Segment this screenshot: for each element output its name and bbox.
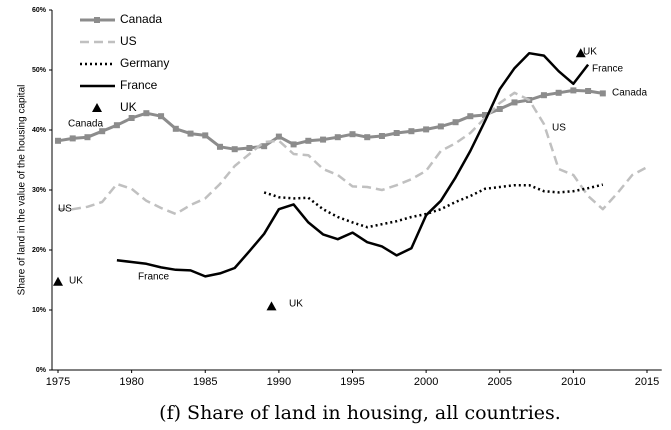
- point: [55, 137, 61, 144]
- x-tick-label: 2015: [635, 376, 659, 388]
- point: [290, 141, 297, 148]
- annotation: US: [58, 204, 72, 215]
- point: [511, 99, 518, 106]
- legend-marker: [94, 17, 100, 23]
- point: [575, 48, 586, 58]
- legend-label: Germany: [120, 56, 169, 70]
- point: [570, 87, 577, 94]
- point: [305, 137, 312, 144]
- point: [216, 143, 223, 150]
- point: [364, 134, 371, 141]
- point: [320, 136, 327, 143]
- annotation: US: [552, 123, 566, 134]
- line: [57, 88, 604, 151]
- y-tick-label: 60%: [32, 7, 47, 14]
- point: [53, 276, 63, 286]
- y-tick-label: 50%: [32, 67, 47, 74]
- annotation: France: [138, 272, 170, 283]
- annotation: Canada: [612, 88, 647, 99]
- point: [172, 125, 179, 132]
- point: [378, 133, 385, 139]
- point: [599, 90, 606, 97]
- x-tick-label: 1980: [119, 376, 143, 388]
- point: [113, 122, 120, 129]
- point: [187, 130, 194, 137]
- point: [585, 88, 592, 94]
- x-tick-label: 2010: [561, 376, 585, 388]
- point: [275, 133, 282, 140]
- point: [496, 106, 503, 112]
- legend-label: US: [120, 34, 137, 48]
- x-tick-label: 2005: [488, 376, 512, 388]
- annotation: UK: [289, 299, 303, 310]
- point: [246, 145, 253, 151]
- x-tick-label: 2000: [414, 376, 438, 388]
- point: [69, 135, 76, 142]
- y-tick-label: 10%: [32, 307, 47, 314]
- point: [261, 143, 268, 150]
- point: [437, 123, 444, 130]
- y-tick-label: 40%: [32, 127, 47, 134]
- y-tick-label: 0%: [36, 367, 47, 374]
- point: [467, 113, 474, 120]
- point: [202, 132, 209, 139]
- line: [58, 91, 648, 216]
- annotation: Canada: [68, 119, 103, 130]
- point: [143, 110, 150, 117]
- annotation: France: [592, 64, 624, 75]
- point: [231, 146, 238, 153]
- point: [349, 131, 356, 138]
- point: [99, 128, 106, 135]
- y-tick-label: 30%: [32, 187, 47, 194]
- line: [116, 51, 590, 278]
- legend-marker: [92, 103, 102, 112]
- point: [555, 89, 562, 96]
- annotation: UK: [583, 47, 597, 58]
- point: [84, 134, 91, 141]
- point: [540, 92, 547, 99]
- annotation: UK: [69, 276, 83, 287]
- caption: (f) Share of land in housing, all countr…: [159, 402, 561, 424]
- point: [158, 113, 165, 120]
- point: [334, 134, 341, 141]
- point: [266, 301, 277, 311]
- point: [128, 115, 135, 121]
- x-tick-label: 1985: [193, 376, 217, 388]
- y-axis-label: Share of land in the value of the housin…: [17, 85, 28, 296]
- legend-label: UK: [120, 100, 137, 114]
- x-tick-label: 1995: [340, 376, 364, 388]
- y-tick-label: 20%: [32, 247, 47, 254]
- x-tick-label: 1975: [46, 376, 70, 388]
- legend-label: France: [120, 78, 158, 92]
- point: [393, 130, 400, 136]
- x-tick-label: 1990: [267, 376, 291, 388]
- point: [452, 119, 459, 126]
- point: [408, 128, 415, 135]
- point: [482, 112, 489, 118]
- legend-label: Canada: [120, 12, 162, 26]
- point: [423, 126, 430, 133]
- line: [263, 183, 604, 229]
